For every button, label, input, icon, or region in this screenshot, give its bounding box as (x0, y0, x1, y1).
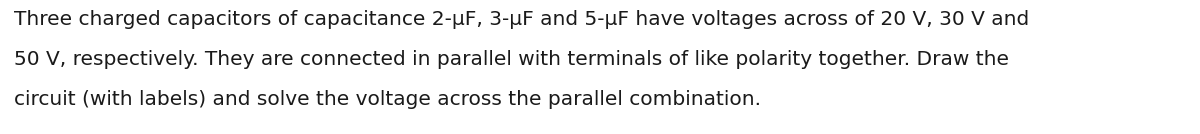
Text: Three charged capacitors of capacitance 2-μF, 3-μF and 5-μF have voltages across: Three charged capacitors of capacitance … (14, 10, 1030, 29)
Text: circuit (with labels) and solve the voltage across the parallel combination.: circuit (with labels) and solve the volt… (14, 90, 761, 109)
Text: 50 V, respectively. They are connected in parallel with terminals of like polari: 50 V, respectively. They are connected i… (14, 50, 1009, 69)
